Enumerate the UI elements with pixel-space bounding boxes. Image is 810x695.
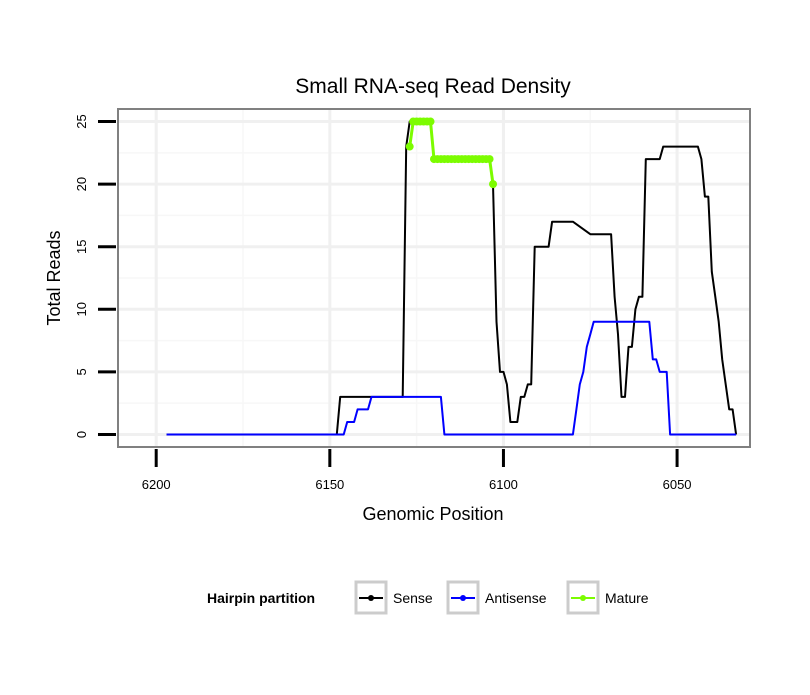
y-tick-label: 0 <box>74 431 89 438</box>
legend-key-point <box>368 595 374 601</box>
y-tick-label: 20 <box>74 177 89 191</box>
y-axis: 0 5 10 15 20 25 <box>74 114 116 438</box>
y-tick-label: 15 <box>74 239 89 253</box>
x-tick-label: 6050 <box>663 477 692 492</box>
x-tick-label: 6150 <box>315 477 344 492</box>
legend-key-point <box>580 595 586 601</box>
legend-key-point <box>460 595 466 601</box>
legend-title: Hairpin partition <box>207 590 315 606</box>
legend-label: Mature <box>605 590 649 606</box>
y-tick-label: 10 <box>74 302 89 316</box>
y-tick-label: 5 <box>74 368 89 375</box>
legend-item-antisense: Antisense <box>446 580 547 615</box>
legend-label: Sense <box>393 590 433 606</box>
legend-item-sense: Sense <box>354 580 433 615</box>
chart-title: Small RNA-seq Read Density <box>295 75 571 98</box>
x-axis: 6200 6150 6100 6050 <box>142 449 692 492</box>
series-line-antisense <box>166 320 737 436</box>
data-point-mature <box>426 117 435 126</box>
series-layer <box>166 117 738 436</box>
data-point-mature <box>485 155 494 164</box>
legend: Hairpin partition Sense Antisense Mature <box>207 580 649 615</box>
legend-label: Antisense <box>485 590 547 606</box>
x-axis-label: Genomic Position <box>362 504 503 524</box>
plot-area <box>117 108 751 448</box>
x-tick-label: 6100 <box>489 477 518 492</box>
x-tick-label: 6200 <box>142 477 171 492</box>
plot-border <box>117 108 751 448</box>
legend-item-mature: Mature <box>566 580 649 615</box>
y-axis-label: Total Reads <box>44 230 64 325</box>
data-point-mature <box>405 142 414 151</box>
y-tick-label: 25 <box>74 114 89 128</box>
data-point-mature <box>489 180 498 189</box>
